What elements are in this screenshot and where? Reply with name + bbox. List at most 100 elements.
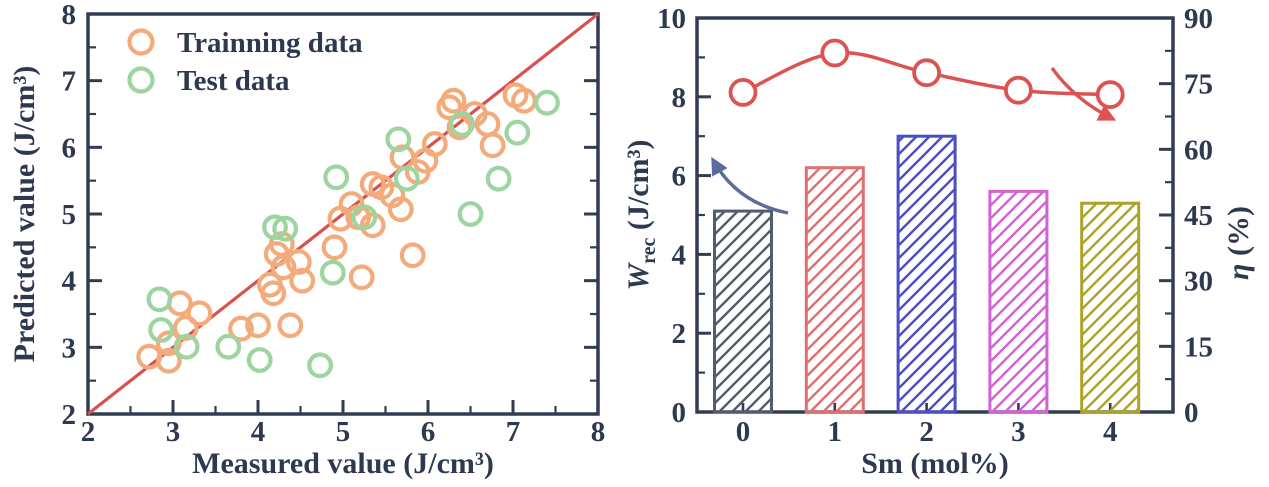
xtick-label: 8 [591, 416, 606, 448]
ytick-label: 45 [1184, 200, 1213, 232]
xtick-label: 3 [166, 416, 181, 448]
ytick-label: 15 [1184, 331, 1213, 363]
scatter-ticks [86, 12, 600, 416]
ytick-label: 0 [672, 397, 687, 429]
bar-series [713, 134, 1141, 414]
data-point-marker [228, 315, 254, 342]
data-point-marker [186, 300, 213, 327]
data-point-marker [172, 315, 199, 341]
data-point-marker [307, 352, 334, 379]
bar-sm-0 [713, 209, 773, 414]
data-point-marker [457, 201, 484, 227]
data-point-marker [155, 330, 182, 357]
data-point-marker [285, 249, 312, 275]
legend-label: Trainning data [177, 27, 363, 59]
eta-line-markers [728, 38, 1125, 109]
bar-sm-1 [804, 166, 865, 414]
data-point-marker [421, 131, 448, 157]
left-ytick-labels: 0 2 4 6 8 10 [657, 3, 686, 429]
identity-line [87, 12, 599, 416]
data-point-marker [479, 132, 506, 159]
bar-sm-2 [896, 134, 957, 414]
data-point-marker [385, 126, 412, 153]
scatter-legend: Trainning data Test data [127, 27, 363, 97]
legend-marker-icon [127, 66, 155, 94]
data-point-marker [449, 111, 475, 137]
scatter-xtick-labels: 2 3 4 5 6 7 8 [81, 416, 606, 448]
data-point-marker [262, 214, 288, 241]
scatter-ytick-labels: 2 3 4 5 6 7 8 [62, 0, 77, 431]
legend-marker-icon [127, 28, 155, 56]
data-point-marker [485, 165, 512, 192]
data-point-marker [348, 264, 375, 291]
scatter-chart: 2 3 4 5 6 7 8 2 3 4 5 6 7 8 Measured value (J/cm³) Pred… [8, 0, 605, 480]
bar-line-chart: 0 2 4 6 8 10 0 15 30 45 60 75 90 0 1 2 3 4 Sm (mol%) Wrec (… [622, 3, 1255, 480]
data-point-marker [173, 333, 200, 360]
data-point-marker [534, 89, 560, 116]
ytick-label: 30 [1184, 266, 1213, 298]
eta-point-marker [1004, 75, 1033, 105]
test-data-series [146, 89, 560, 379]
xtick-label: 2 [81, 416, 96, 448]
ytick-label: 6 [62, 132, 77, 164]
data-point-marker [245, 312, 271, 339]
xtick-label: 0 [736, 416, 751, 448]
bar-right-yaxis-label: η (%) [1222, 206, 1255, 280]
bar-sm-4 [1080, 201, 1141, 414]
data-point-marker [289, 267, 316, 294]
eta-point-marker [912, 58, 941, 88]
xtick-label: 7 [506, 416, 521, 448]
ytick-label: 8 [62, 0, 77, 31]
ytick-label: 7 [62, 66, 77, 98]
ytick-label: 2 [62, 399, 77, 431]
scatter-yaxis-label: Predicted value (J/cm³) [8, 66, 41, 363]
bar-sm-3 [988, 189, 1049, 414]
data-point-marker [155, 347, 182, 374]
data-point-marker [319, 259, 346, 286]
data-point-marker [246, 347, 273, 373]
data-point-marker [277, 312, 304, 339]
xtick-label: 5 [336, 416, 351, 448]
ytick-label: 60 [1184, 134, 1213, 166]
right-axis-arrow [1050, 67, 1117, 121]
ytick-label: 6 [672, 161, 687, 193]
right-ytick-labels: 0 15 30 45 60 75 90 [1184, 3, 1213, 429]
data-point-marker [393, 165, 420, 192]
category-tick-labels: 0 1 2 3 4 [736, 416, 1118, 448]
ytick-label: 90 [1184, 3, 1213, 35]
ytick-label: 8 [672, 82, 687, 114]
data-point-marker [148, 317, 175, 343]
xtick-label: 3 [1011, 416, 1026, 448]
data-point-marker [399, 242, 426, 269]
data-point-marker [321, 234, 348, 261]
eta-point-marker [820, 38, 850, 68]
training-data-series [136, 82, 537, 374]
ytick-label: 5 [62, 199, 77, 231]
data-point-marker [146, 286, 173, 313]
left-axis-arrow [711, 156, 789, 215]
ytick-label: 75 [1184, 69, 1213, 101]
scatter-xaxis-label: Measured value (J/cm³) [192, 447, 494, 480]
data-point-marker [323, 164, 350, 191]
data-point-marker [351, 204, 378, 231]
data-point-marker [387, 196, 414, 223]
eta-point-marker [1095, 80, 1125, 109]
data-point-marker [260, 280, 287, 307]
data-point-marker [504, 119, 531, 146]
xtick-label: 4 [1103, 416, 1118, 448]
data-point-marker [338, 191, 365, 217]
ytick-label: 4 [672, 239, 687, 271]
ytick-label: 10 [657, 3, 686, 35]
data-point-marker [272, 215, 299, 242]
data-point-marker [215, 333, 242, 360]
ytick-label: 4 [62, 266, 77, 298]
bar-xaxis-label: Sm (mol%) [861, 447, 1008, 480]
xtick-label: 2 [919, 416, 934, 448]
ytick-label: 2 [672, 318, 687, 350]
xtick-label: 1 [828, 416, 843, 448]
ytick-label: 3 [62, 332, 77, 364]
ytick-label: 0 [1184, 397, 1199, 429]
xtick-label: 4 [251, 416, 266, 448]
